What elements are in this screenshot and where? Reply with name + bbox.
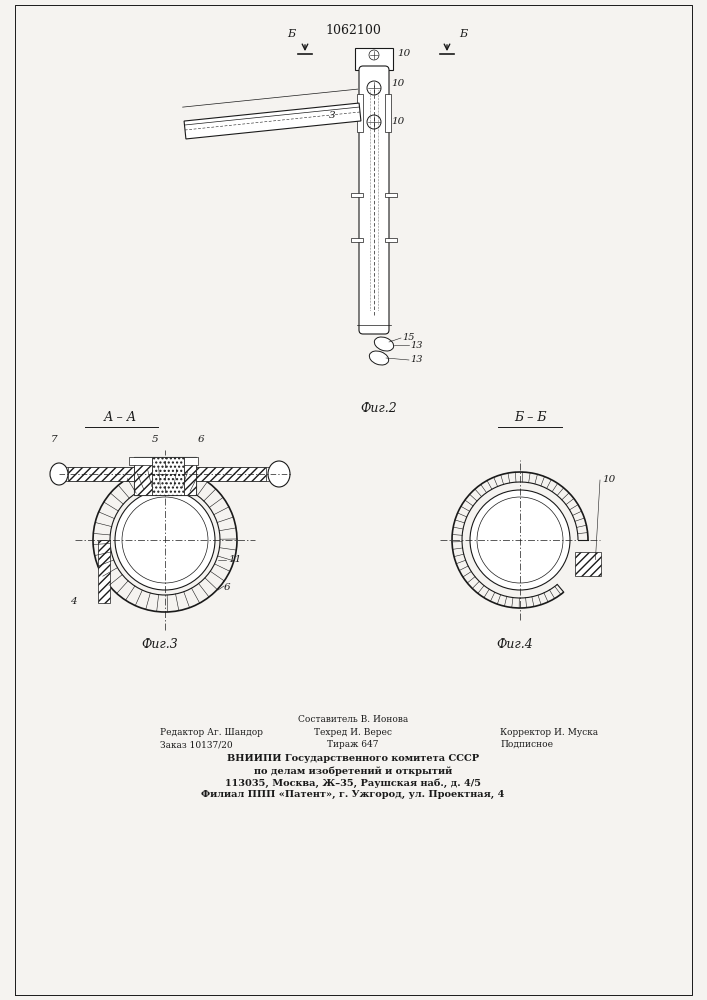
- Bar: [129, 457, 152, 465]
- Ellipse shape: [50, 463, 68, 485]
- Polygon shape: [68, 467, 134, 481]
- Text: 13: 13: [410, 340, 423, 350]
- Text: Тираж 647: Тираж 647: [327, 740, 379, 749]
- Text: Б: Б: [287, 29, 295, 39]
- Polygon shape: [184, 457, 196, 495]
- Text: 5: 5: [152, 435, 158, 444]
- Polygon shape: [184, 103, 361, 139]
- Ellipse shape: [374, 337, 394, 351]
- Bar: [357, 94, 363, 132]
- Bar: [351, 238, 363, 242]
- Bar: [385, 193, 397, 197]
- Text: Фиг.2: Фиг.2: [361, 402, 397, 415]
- Text: 113035, Москва, Ж–35, Раушская наб., д. 4/5: 113035, Москва, Ж–35, Раушская наб., д. …: [225, 778, 481, 788]
- Text: Фиг.3: Фиг.3: [141, 638, 178, 651]
- Bar: [59, 467, 134, 481]
- Text: 10: 10: [391, 117, 404, 126]
- Text: Корректор И. Муска: Корректор И. Муска: [500, 728, 598, 737]
- Ellipse shape: [268, 461, 290, 487]
- Text: Составитель В. Ионова: Составитель В. Ионова: [298, 715, 408, 724]
- Text: 10: 10: [602, 476, 615, 485]
- Text: 6: 6: [224, 584, 230, 592]
- Text: Филиал ППП «Патент», г. Ужгород, ул. Проектная, 4: Филиал ППП «Патент», г. Ужгород, ул. Про…: [201, 790, 505, 799]
- Text: Б – Б: Б – Б: [514, 411, 547, 424]
- Text: 1062100: 1062100: [325, 24, 381, 37]
- Bar: [385, 238, 397, 242]
- Text: 6: 6: [198, 435, 204, 444]
- Text: Редактор Аг. Шандор: Редактор Аг. Шандор: [160, 728, 263, 737]
- Polygon shape: [134, 457, 152, 495]
- Text: Б: Б: [459, 29, 467, 39]
- Ellipse shape: [369, 351, 389, 365]
- Circle shape: [367, 81, 381, 95]
- Bar: [385, 94, 391, 132]
- Text: Техред И. Верес: Техред И. Верес: [314, 728, 392, 737]
- Bar: [134, 457, 196, 495]
- Polygon shape: [196, 467, 266, 481]
- Text: 4: 4: [70, 597, 76, 606]
- Text: 15: 15: [402, 334, 414, 342]
- Text: Заказ 10137/20: Заказ 10137/20: [160, 740, 233, 749]
- Bar: [355, 48, 393, 70]
- Text: 13: 13: [410, 356, 423, 364]
- Text: 11: 11: [228, 556, 241, 564]
- Text: А – А: А – А: [103, 411, 136, 424]
- Text: Подписное: Подписное: [500, 740, 553, 749]
- Text: 3: 3: [329, 111, 335, 120]
- Circle shape: [115, 490, 215, 590]
- Polygon shape: [575, 552, 602, 576]
- Circle shape: [470, 490, 570, 590]
- FancyBboxPatch shape: [359, 66, 389, 334]
- Text: 10: 10: [391, 80, 404, 89]
- Bar: [196, 467, 271, 481]
- Text: по делам изобретений и открытий: по делам изобретений и открытий: [254, 766, 452, 776]
- Circle shape: [367, 115, 381, 129]
- Polygon shape: [152, 457, 184, 495]
- Polygon shape: [98, 540, 110, 603]
- Bar: [351, 193, 363, 197]
- Bar: [184, 457, 198, 465]
- Text: Фиг.4: Фиг.4: [496, 638, 533, 651]
- Text: ВНИИПИ Государственного комитета СССР: ВНИИПИ Государственного комитета СССР: [227, 754, 479, 763]
- Text: 10: 10: [397, 48, 410, 57]
- Text: 7: 7: [50, 435, 57, 444]
